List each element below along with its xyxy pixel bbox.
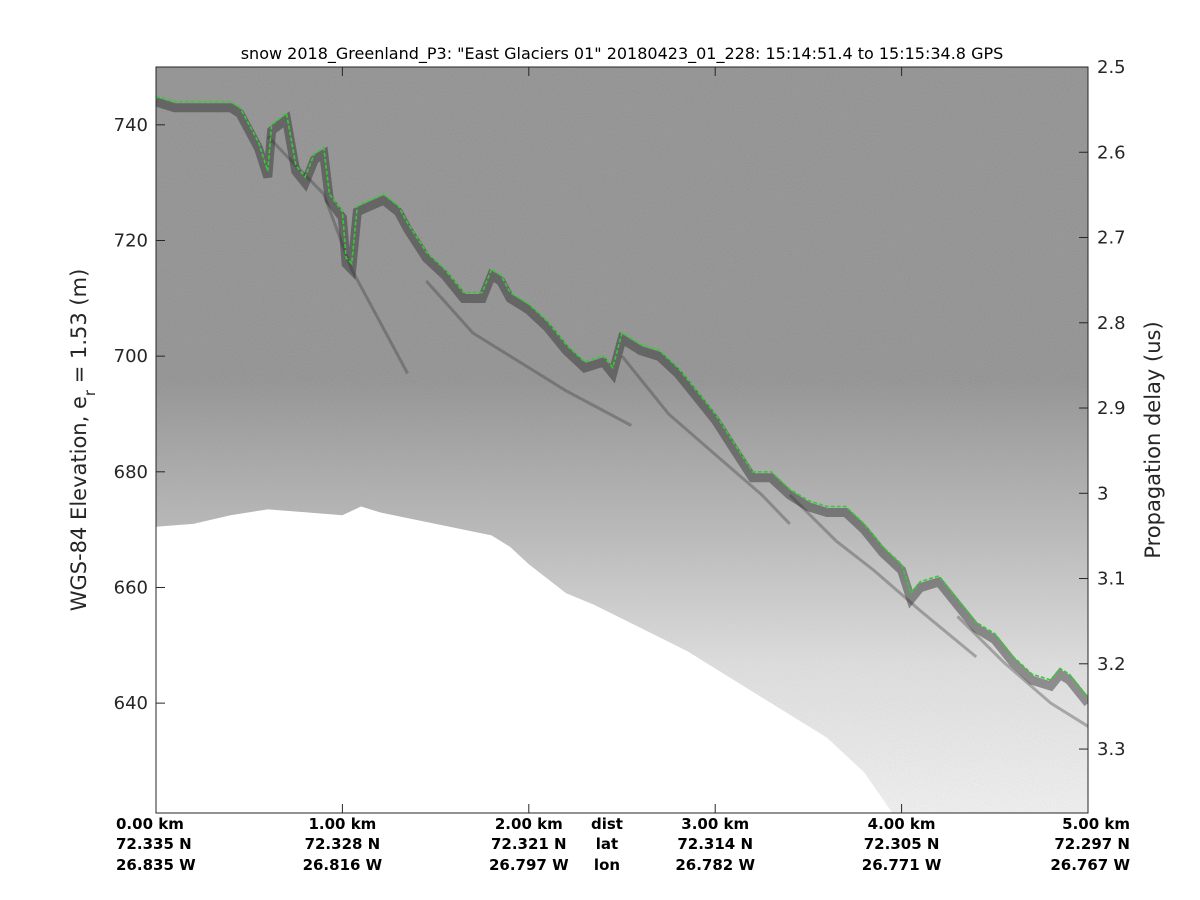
y2-axis-label: Propagation delay (us) xyxy=(1141,321,1165,558)
x-row-label-dist: dist xyxy=(591,815,623,833)
x-tick-lat-label: 72.297 N xyxy=(1054,835,1130,853)
y-tick-label: 660 xyxy=(114,577,148,598)
y-axis-left: 740 720 700 680 660 640 xyxy=(114,115,165,714)
y2-tick-label: 3.2 xyxy=(1097,654,1126,675)
x-tick-lon-label: 26.816 W xyxy=(303,856,383,874)
x-tick-lat-label: 72.335 N xyxy=(116,835,192,853)
x-tick-dist-label: 4.00 km xyxy=(868,815,936,833)
chart-title: snow 2018_Greenland_P3: "East Glaciers 0… xyxy=(241,44,1004,64)
y2-tick-label: 2.8 xyxy=(1097,313,1126,334)
reflector-arc xyxy=(956,615,1088,728)
no-data-region xyxy=(156,506,893,813)
surface-echo-band xyxy=(156,97,1088,707)
y2-tick-label: 2.9 xyxy=(1097,398,1126,419)
y-tick-label: 720 xyxy=(114,230,148,251)
x-axis: 0.00 km 72.335 N 26.835 W 1.00 km 72.328 N 26… xyxy=(116,67,1130,874)
x-tick-lat-label: 72.321 N xyxy=(491,835,567,853)
x-tick-lon-label: 26.771 W xyxy=(862,856,942,874)
x-tick-dist-label: 0.00 km xyxy=(116,815,184,833)
y-tick-label: 640 xyxy=(114,693,148,714)
reflector-arc xyxy=(425,279,633,427)
x-tick-lon-label: 26.835 W xyxy=(116,856,196,874)
y2-tick-label: 3 xyxy=(1097,483,1108,504)
plot-area xyxy=(156,67,1088,813)
y2-tick-label: 2.5 xyxy=(1097,57,1126,78)
y-tick-label: 680 xyxy=(114,462,148,483)
x-tick-lat-label: 72.314 N xyxy=(677,835,753,853)
y-tick-label: 700 xyxy=(114,346,148,367)
y-axis-right: 2.5 2.6 2.7 2.8 2.9 3 3.1 3.2 3.3 xyxy=(1079,57,1126,760)
x-tick-dist-label: 2.00 km xyxy=(495,815,563,833)
x-tick-dist-label: 5.00 km xyxy=(1062,815,1130,833)
x-tick-lat-label: 72.328 N xyxy=(305,835,381,853)
x-tick-lon-label: 26.782 W xyxy=(675,856,755,874)
reflector-arc xyxy=(620,355,791,525)
plot-frame xyxy=(155,66,1089,814)
y2-tick-label: 2.6 xyxy=(1097,142,1126,163)
y2-tick-label: 2.7 xyxy=(1097,228,1126,249)
x-tick-lat-label: 72.305 N xyxy=(864,835,940,853)
reflector-arc xyxy=(788,493,978,659)
y2-tick-label: 3.1 xyxy=(1097,569,1126,590)
y-tick-label: 740 xyxy=(114,115,148,136)
x-tick-dist-label: 3.00 km xyxy=(681,815,749,833)
x-row-label-lon: lon xyxy=(594,856,620,874)
x-tick-dist-label: 1.00 km xyxy=(308,815,376,833)
x-row-label-lat: lat xyxy=(596,835,618,853)
y-axis-label: WGS-84 Elevation, er = 1.53 (m) xyxy=(67,269,99,612)
y2-tick-label: 3.3 xyxy=(1097,739,1126,760)
surface-layer-line xyxy=(156,95,1088,698)
x-tick-lon-label: 26.797 W xyxy=(489,856,569,874)
x-tick-lon-label: 26.767 W xyxy=(1050,856,1130,874)
